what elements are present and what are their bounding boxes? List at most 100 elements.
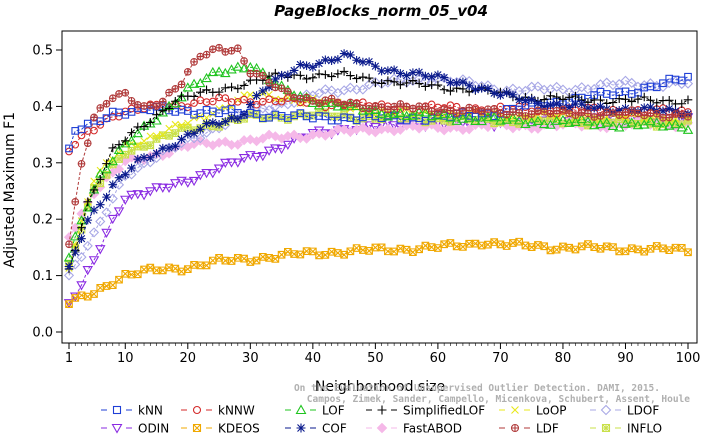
- data-point: [352, 74, 361, 83]
- data-point: [95, 216, 106, 227]
- legend-item-lof: LOF: [285, 404, 345, 418]
- data-point: [115, 90, 123, 98]
- data-point: [63, 270, 75, 281]
- legend-label: kNN: [138, 404, 163, 418]
- data-point: [227, 82, 236, 92]
- data-point: [546, 100, 555, 110]
- legend-label: LOF: [322, 404, 345, 418]
- x-tick-label: 50: [367, 351, 384, 366]
- data-point: [83, 139, 92, 147]
- x-tick-label: 70: [492, 351, 509, 366]
- data-point: [158, 97, 167, 106]
- data-point: [571, 99, 580, 109]
- series-kdeos: [65, 237, 692, 309]
- data-point: [371, 61, 380, 71]
- data-point: [146, 132, 154, 140]
- data-point: [584, 240, 592, 248]
- data-point: [421, 118, 430, 127]
- data-point: [665, 246, 674, 255]
- data-point: [514, 95, 524, 105]
- data-point: [258, 97, 267, 106]
- data-point: [527, 110, 536, 118]
- x-tick-label: 20: [180, 351, 197, 366]
- data-point: [659, 79, 667, 88]
- data-point: [165, 131, 173, 140]
- data-point: [551, 81, 562, 92]
- data-point: [63, 299, 75, 309]
- data-point: [152, 148, 161, 158]
- data-point: [201, 138, 212, 149]
- data-point: [213, 66, 225, 76]
- data-point: [201, 169, 212, 179]
- data-point: [151, 183, 162, 193]
- data-point: [645, 115, 656, 126]
- data-point: [564, 103, 574, 112]
- data-point: [332, 123, 343, 134]
- data-point: [221, 94, 230, 102]
- data-point: [677, 99, 687, 109]
- series-lof: [63, 61, 694, 262]
- data-point: [346, 247, 355, 256]
- x-tick-label: 60: [430, 351, 447, 366]
- data-point: [227, 257, 236, 265]
- data-point: [601, 77, 612, 88]
- data-point: [283, 87, 292, 96]
- data-point: [177, 267, 186, 276]
- x-tick-label: 90: [617, 351, 634, 366]
- data-point: [95, 245, 106, 255]
- data-point: [359, 104, 367, 113]
- data-point: [370, 104, 381, 115]
- data-point: [77, 234, 86, 243]
- data-point: [126, 190, 137, 201]
- data-point: [282, 140, 294, 151]
- data-point: [71, 127, 80, 135]
- series-ldf: [65, 43, 692, 248]
- data-point: [339, 49, 349, 58]
- data-point: [427, 116, 436, 125]
- data-point: [490, 119, 499, 128]
- data-point: [363, 105, 375, 115]
- data-point: [446, 78, 455, 87]
- data-point: [207, 66, 219, 77]
- data-point: [652, 98, 662, 108]
- data-point: [152, 266, 161, 275]
- data-point: [557, 84, 569, 95]
- data-point: [326, 85, 337, 96]
- data-point: [232, 139, 243, 150]
- data-point: [534, 106, 542, 115]
- data-point: [88, 256, 100, 266]
- data-point: [433, 80, 443, 90]
- series-simplifiedlof: [64, 67, 693, 274]
- plot-area: [63, 43, 694, 309]
- data-point: [646, 244, 655, 253]
- data-point: [402, 71, 411, 80]
- data-point: [495, 115, 506, 125]
- data-point: [95, 200, 105, 209]
- data-point: [646, 109, 655, 118]
- data-point: [296, 60, 305, 69]
- data-point: [477, 84, 486, 93]
- data-point: [82, 240, 93, 251]
- data-point: [483, 84, 493, 93]
- data-point: [221, 83, 230, 93]
- data-point: [170, 141, 180, 151]
- data-point: [240, 254, 248, 263]
- data-point: [146, 141, 155, 150]
- data-point: [409, 104, 417, 113]
- legend-marker: [112, 405, 122, 415]
- data-point: [563, 117, 575, 127]
- data-point: [539, 95, 549, 104]
- data-point: [121, 150, 130, 159]
- data-point: [395, 107, 406, 117]
- data-point: [140, 102, 148, 110]
- series-line: [68, 66, 689, 258]
- data-point: [208, 118, 218, 127]
- data-point: [83, 292, 92, 301]
- data-point: [115, 275, 123, 284]
- data-point: [308, 63, 318, 72]
- data-point: [165, 88, 173, 97]
- data-point: [120, 195, 131, 205]
- data-point: [470, 115, 481, 125]
- data-point: [158, 266, 167, 275]
- series-line: [68, 47, 689, 245]
